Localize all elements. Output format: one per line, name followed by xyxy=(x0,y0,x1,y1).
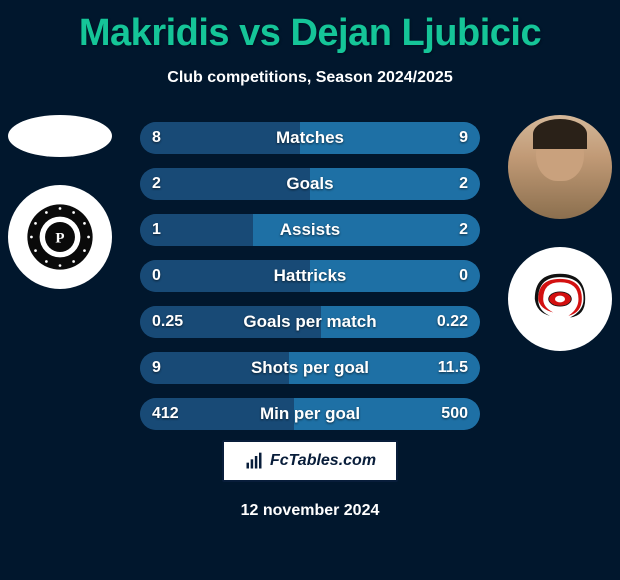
stat-row: Goals per match0.25 0.22 xyxy=(140,306,480,338)
stat-value-left: 9 xyxy=(152,352,161,384)
stat-value-right: 9 xyxy=(459,122,468,154)
club-logo-1-icon: P xyxy=(26,203,94,271)
stat-value-right: 500 xyxy=(441,398,468,430)
stat-value-left: 2 xyxy=(152,168,161,200)
stat-label: Min per goal xyxy=(140,398,480,430)
stat-value-left: 8 xyxy=(152,122,161,154)
page-subtitle: Club competitions, Season 2024/2025 xyxy=(0,69,620,87)
club-logo-2-icon xyxy=(518,257,602,341)
page-title: Makridis vs Dejan Ljubicic xyxy=(0,0,620,55)
stat-label: Shots per goal xyxy=(140,352,480,384)
stat-label: Hattricks xyxy=(140,260,480,292)
player-1-avatar-placeholder xyxy=(8,115,112,157)
player-1-club-logo: P xyxy=(8,185,112,289)
stat-value-right: 2 xyxy=(459,214,468,246)
stat-label: Goals xyxy=(140,168,480,200)
stat-value-right: 11.5 xyxy=(438,352,468,384)
stat-value-right: 0.22 xyxy=(437,306,468,338)
stat-value-left: 1 xyxy=(152,214,161,246)
svg-text:P: P xyxy=(55,230,64,246)
stat-row: Min per goal412 500 xyxy=(140,398,480,430)
right-avatar-column xyxy=(508,115,612,351)
player-2-avatar xyxy=(508,115,612,219)
title-player-1: Makridis xyxy=(79,12,229,54)
stat-value-left: 0.25 xyxy=(152,306,183,338)
brand-text: FcTables.com xyxy=(270,452,376,470)
stat-label: Matches xyxy=(140,122,480,154)
player-2-club-logo xyxy=(508,247,612,351)
stat-row: Shots per goal9 11.5 xyxy=(140,352,480,384)
stat-row: Assists1 2 xyxy=(140,214,480,246)
chart-icon xyxy=(244,451,264,471)
stat-label: Assists xyxy=(140,214,480,246)
left-avatar-column: P xyxy=(8,115,112,289)
stat-row: Matches8 9 xyxy=(140,122,480,154)
stat-value-right: 2 xyxy=(459,168,468,200)
stat-label: Goals per match xyxy=(140,306,480,338)
stat-value-right: 0 xyxy=(459,260,468,292)
brand-badge: FcTables.com xyxy=(222,440,398,482)
stat-value-left: 0 xyxy=(152,260,161,292)
comparison-bars: Matches89Goals22Assists12Hattricks00Goal… xyxy=(140,122,480,444)
stat-value-left: 412 xyxy=(152,398,179,430)
footer-date: 12 november 2024 xyxy=(0,502,620,520)
stat-row: Goals2 2 xyxy=(140,168,480,200)
title-player-2: Dejan Ljubicic xyxy=(290,12,541,54)
stat-row: Hattricks0 0 xyxy=(140,260,480,292)
title-vs: vs xyxy=(239,12,280,54)
